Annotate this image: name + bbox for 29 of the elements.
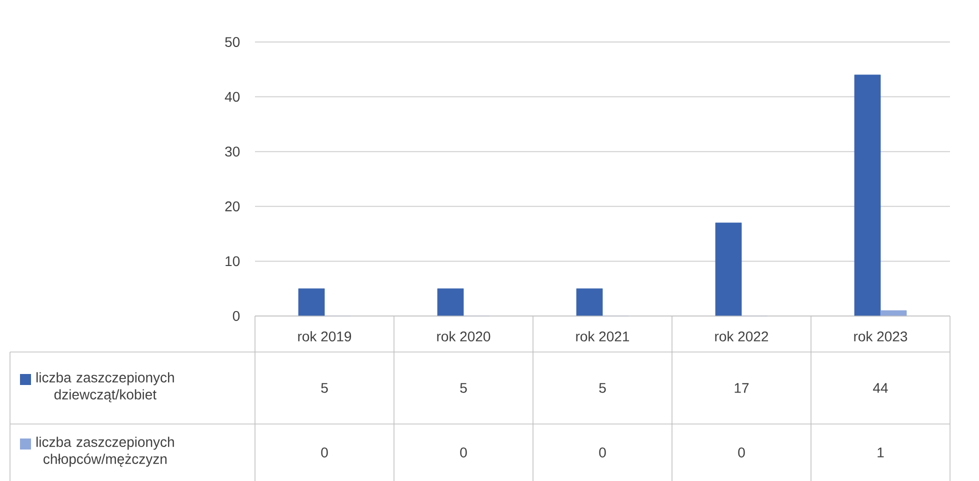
data-label: 0 bbox=[738, 447, 745, 458]
y-tick-label: 20 bbox=[225, 201, 240, 212]
data-label: 5 bbox=[599, 382, 606, 393]
data-label: 5 bbox=[321, 382, 328, 393]
bar bbox=[576, 288, 603, 316]
x-tick-label: rok 2022 bbox=[715, 330, 768, 342]
bar bbox=[880, 310, 907, 316]
data-label: 1 bbox=[878, 447, 884, 458]
legend-label: liczba zaszczepionych dziewcząt/kobiet bbox=[36, 372, 174, 402]
data-label: 17 bbox=[734, 382, 749, 393]
bar bbox=[437, 288, 464, 316]
y-tick-label: 40 bbox=[224, 92, 240, 102]
bar bbox=[854, 74, 881, 316]
x-tick-label: rok 2019 bbox=[298, 330, 352, 342]
y-tick-label: 0 bbox=[232, 310, 240, 321]
x-tick-label: rok 2020 bbox=[437, 330, 490, 342]
legend-label: liczba zaszczepionych chłopców/mężczyzn bbox=[36, 436, 174, 467]
data-label: 0 bbox=[321, 447, 328, 458]
bar bbox=[298, 288, 325, 316]
y-tick-label: 30 bbox=[225, 146, 240, 156]
bar bbox=[715, 222, 742, 316]
x-tick-label: rok 2021 bbox=[576, 330, 630, 342]
data-label: 0 bbox=[599, 447, 606, 458]
y-tick-label: 50 bbox=[225, 36, 240, 47]
x-tick-label: rok 2023 bbox=[854, 330, 908, 342]
data-label: 5 bbox=[460, 382, 467, 393]
y-tick-label: 10 bbox=[226, 256, 240, 266]
data-label: 0 bbox=[460, 447, 467, 458]
data-label: 44 bbox=[873, 382, 888, 393]
